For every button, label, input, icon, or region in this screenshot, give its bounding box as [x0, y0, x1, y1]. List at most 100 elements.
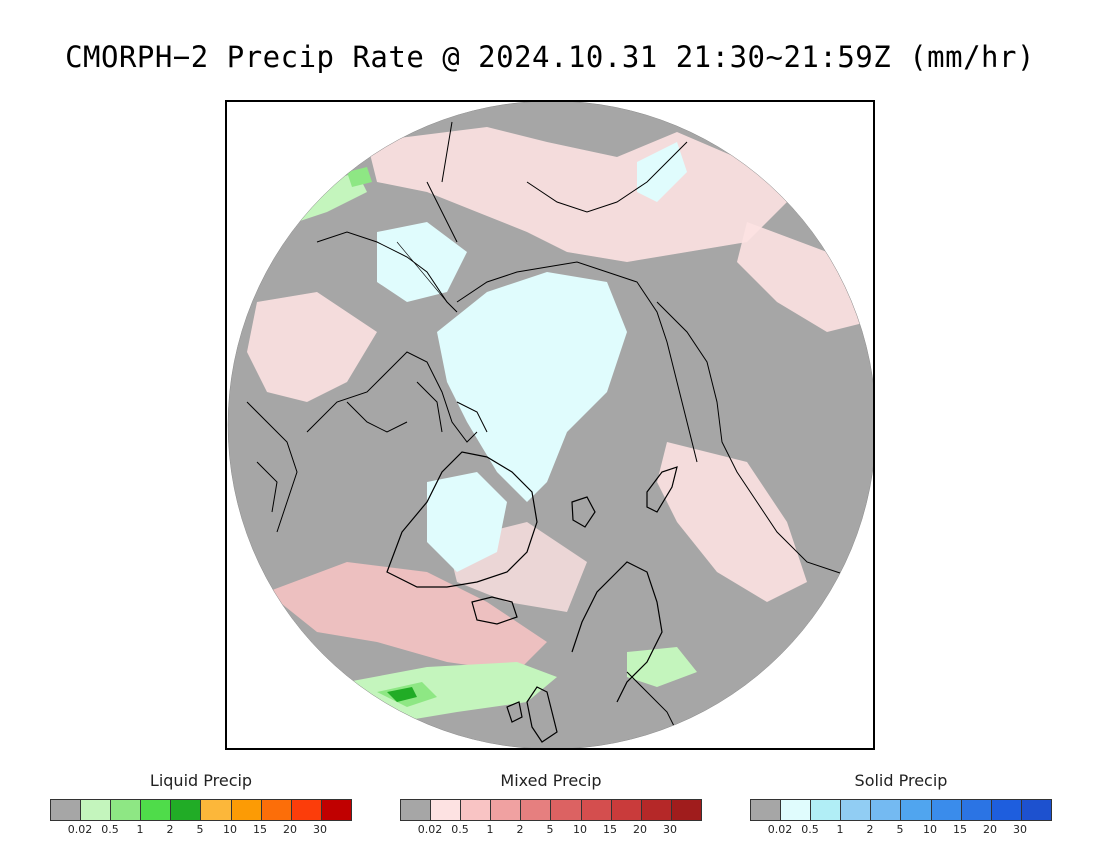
mixed-precip-region	[657, 442, 807, 602]
tick-labels: 0.02 0.5 1 2 5 10 15 20 30	[750, 823, 1052, 837]
liquid-precip-region	[347, 167, 372, 187]
legend-swatch	[931, 800, 962, 820]
mixed-precip-region	[247, 292, 377, 402]
canada-coastline	[246, 401, 298, 533]
map-disk-outline	[227, 102, 873, 748]
chart-title: CMORPH−2 Precip Rate @ 2024.10.31 21:30~…	[65, 40, 1035, 74]
legend-tick-label: 2	[166, 823, 174, 836]
legend-tick-label: 0.5	[101, 823, 119, 836]
legend-swatch	[261, 800, 292, 820]
legend-tick-label: 1	[136, 823, 144, 836]
legend-tick-label: 1	[836, 823, 844, 836]
legend-tick-label: 1	[486, 823, 494, 836]
legend-swatch	[461, 800, 492, 820]
legend-swatch	[291, 800, 322, 820]
canada-coastline	[306, 351, 488, 443]
legend-swatch	[991, 800, 1022, 820]
legend-tick-label: 20	[983, 823, 997, 836]
legend-tick-label: 0.02	[67, 823, 93, 836]
legend-swatch	[1021, 800, 1051, 820]
legend-swatch	[551, 800, 582, 820]
british-isles-coastline	[506, 686, 558, 743]
legend-tick-label: 0.02	[767, 823, 793, 836]
scandinavia-coastline	[571, 561, 663, 703]
color-bar	[400, 799, 702, 821]
legend-swatch	[431, 800, 462, 820]
greenland-coastline	[386, 451, 538, 588]
mixed-precip-region	[737, 222, 867, 332]
legend-tick-label: 15	[603, 823, 617, 836]
solid-precip-region	[427, 472, 507, 572]
legend-swatch	[671, 800, 701, 820]
color-bar	[50, 799, 352, 821]
mixed-precip-region	[267, 562, 547, 672]
tick-labels: 0.02 0.5 1 2 5 10 15 20 30	[50, 823, 352, 837]
legend-swatch	[521, 800, 552, 820]
legend-swatch	[841, 800, 872, 820]
legend-tick-label: 30	[663, 823, 677, 836]
color-bar	[750, 799, 1052, 821]
legend-swatch	[171, 800, 202, 820]
tick-labels: 0.02 0.5 1 2 5 10 15 20 30	[400, 823, 702, 837]
novaya-zemlya-coastline	[646, 466, 678, 513]
polar-map	[225, 100, 875, 750]
liquid-precip-region	[627, 647, 697, 687]
kamchatka-coastline	[426, 121, 458, 243]
legend-tick-label: 5	[546, 823, 554, 836]
legend-tick-label: 0.5	[451, 823, 469, 836]
svalbard-coastline	[571, 496, 596, 528]
legend-tick-label: 0.5	[801, 823, 819, 836]
legend-tick-label: 20	[283, 823, 297, 836]
legend-swatch	[811, 800, 842, 820]
map-canvas	[227, 102, 873, 748]
solid-precip-region	[637, 142, 687, 202]
legend-liquid: Liquid Precip 0.02 0.5 1 2 5 10 15 20 30	[50, 770, 352, 837]
legend-swatch	[51, 800, 82, 820]
legend-tick-label: 2	[516, 823, 524, 836]
legend-mixed: Mixed Precip 0.02 0.5 1 2 5 10 15 20 30	[400, 770, 702, 837]
legend-solid: Solid Precip 0.02 0.5 1 2 5 10 15 20 30	[750, 770, 1052, 837]
legend-tick-label: 15	[253, 823, 267, 836]
liquid-precip-region	[297, 172, 367, 222]
legend-swatch	[491, 800, 522, 820]
legend-title: Solid Precip	[854, 771, 948, 790]
legend-swatch	[321, 800, 351, 820]
legend-swatch	[611, 800, 642, 820]
legend-tick-label: 2	[866, 823, 874, 836]
legend-swatch	[871, 800, 902, 820]
siberia-coastline	[456, 261, 698, 463]
legend-tick-label: 30	[313, 823, 327, 836]
legend-swatch	[201, 800, 232, 820]
solid-precip-region	[377, 222, 467, 302]
liquid-precip-region	[347, 662, 557, 722]
legend-tick-label: 15	[953, 823, 967, 836]
legend-swatch	[231, 800, 262, 820]
legend-title: Mixed Precip	[500, 771, 602, 790]
legend-title: Liquid Precip	[149, 771, 253, 790]
legend-tick-label: 20	[633, 823, 647, 836]
legend-swatch	[901, 800, 932, 820]
east-siberia-coastline	[526, 141, 688, 213]
legend-tick-label: 10	[223, 823, 237, 836]
country-border	[396, 241, 448, 303]
solid-precip-region	[437, 272, 627, 502]
russia-coastline	[656, 301, 868, 583]
liquid-precip-region	[387, 687, 417, 702]
legend-tick-label: 5	[896, 823, 904, 836]
legend-swatch	[401, 800, 432, 820]
legend-swatch	[781, 800, 812, 820]
legend-swatch	[641, 800, 672, 820]
legend-swatch	[141, 800, 172, 820]
iceland-coastline	[471, 596, 518, 625]
legend-swatch	[111, 800, 142, 820]
legend-swatch	[961, 800, 992, 820]
legend-swatch	[751, 800, 782, 820]
baltic-coastline	[626, 671, 678, 733]
legend-tick-label: 30	[1013, 823, 1027, 836]
legend-tick-label: 0.02	[417, 823, 443, 836]
legend-swatch	[81, 800, 112, 820]
legend-tick-label: 10	[573, 823, 587, 836]
legend-tick-label: 5	[196, 823, 204, 836]
legend-tick-label: 10	[923, 823, 937, 836]
legend-swatch	[581, 800, 612, 820]
